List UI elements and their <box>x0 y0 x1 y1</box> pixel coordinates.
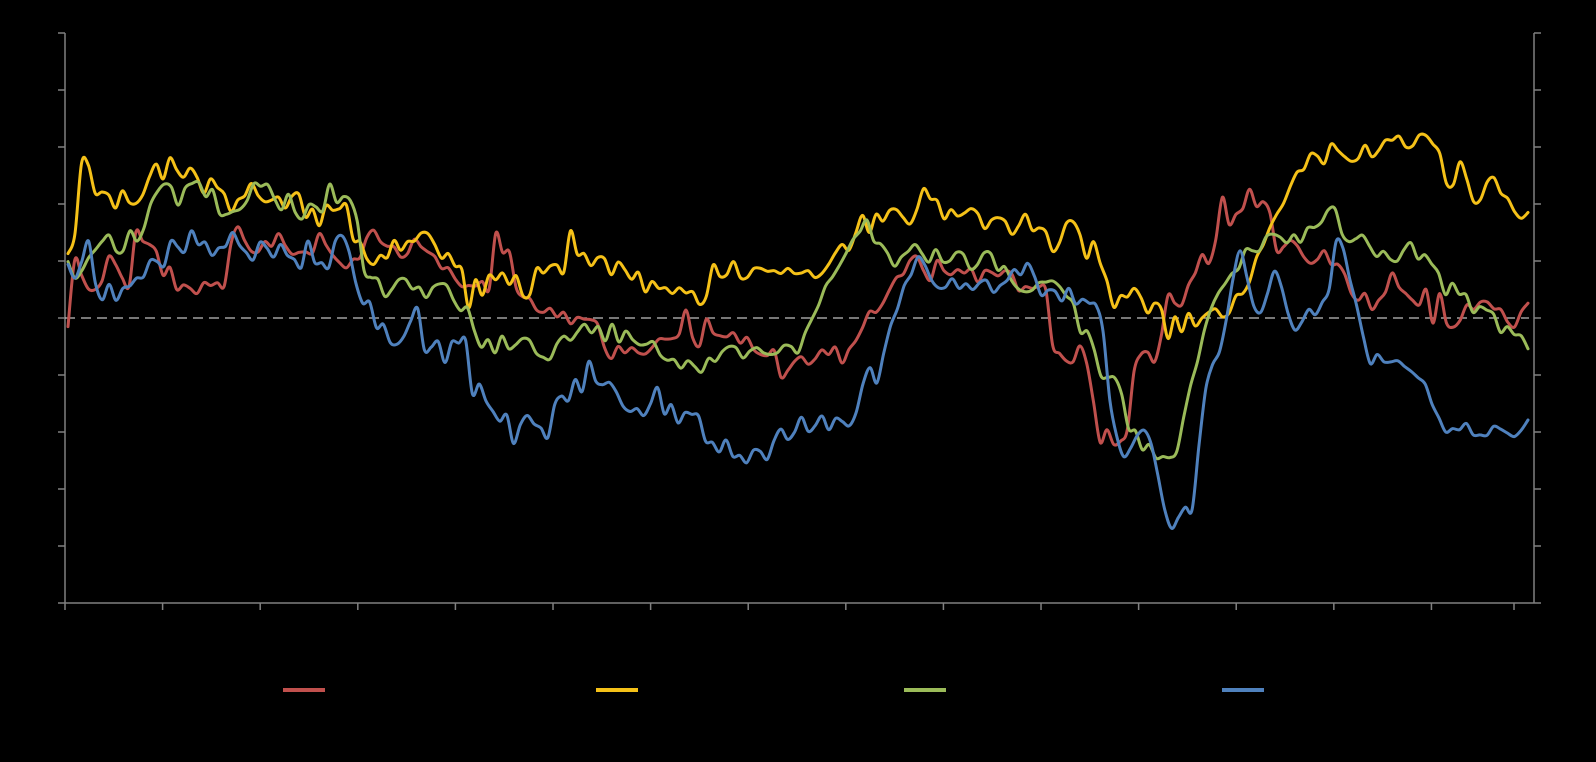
series-group <box>66 132 1530 530</box>
series-line-3 <box>66 179 1530 461</box>
series-line-4 <box>66 229 1530 530</box>
series-line-2 <box>66 132 1530 341</box>
